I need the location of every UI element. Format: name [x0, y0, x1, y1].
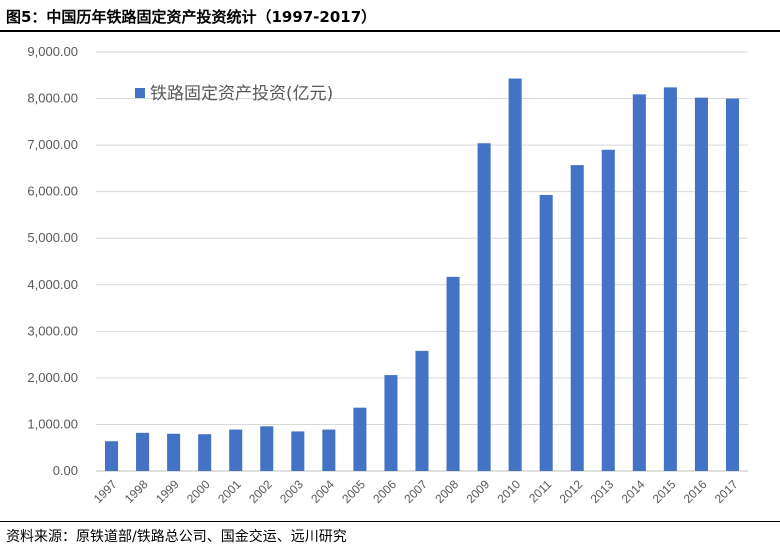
y-tick-label: 5,000.00: [27, 230, 78, 245]
x-tick-label-2008: 2008: [432, 477, 461, 506]
y-tick-label: 3,000.00: [27, 323, 78, 338]
bar-1999: [167, 433, 181, 471]
x-tick-label-2007: 2007: [401, 477, 430, 506]
x-tick-label-2014: 2014: [619, 477, 648, 506]
x-tick-label-2017: 2017: [712, 477, 741, 506]
x-tick-label-2000: 2000: [184, 477, 213, 506]
x-tick-label-1998: 1998: [122, 477, 151, 506]
x-tick-label-2005: 2005: [339, 477, 368, 506]
y-tick-label: 6,000.00: [27, 184, 78, 199]
legend-label: 铁路固定资产投资(亿元): [150, 84, 333, 104]
y-axis-ticks: 0.00 1,000.00 2,000.00 3,000.00 4,000.00 5,00…: [27, 44, 78, 478]
bar-2009: [477, 143, 491, 471]
x-tick-label-2002: 2002: [246, 477, 275, 506]
y-tick-label: 9,000.00: [27, 44, 78, 59]
bar-2007: [415, 350, 429, 471]
bar-2001: [229, 429, 243, 471]
x-tick-label-2011: 2011: [526, 477, 554, 505]
bar-2014: [632, 94, 646, 472]
figure-title: 图5：中国历年铁路固定资产投资统计（1997-2017）: [6, 8, 377, 26]
legend-swatch: [135, 88, 145, 98]
bar-2011: [539, 194, 553, 472]
x-tick-label-2015: 2015: [650, 477, 679, 506]
bar-2000: [198, 434, 212, 471]
bar-2003: [291, 431, 305, 471]
bar-2002: [260, 426, 274, 471]
source-rule: [0, 521, 780, 522]
y-tick-label: 4,000.00: [27, 277, 78, 292]
bar-2008: [446, 276, 460, 471]
bar-2017: [725, 98, 739, 472]
bar-2015: [663, 87, 677, 471]
bar-1998: [136, 432, 150, 471]
bar-chart: 0.00 1,000.00 2,000.00 3,000.00 4,000.00 5,00…: [27, 44, 748, 506]
bars: [105, 78, 739, 472]
x-axis-ticks: 1997 1998 1999 2000 2001 2002 2003 2004 2005 2006…: [91, 477, 741, 506]
y-tick-label: 8,000.00: [27, 91, 78, 106]
bar-2004: [322, 429, 336, 471]
x-tick-label-2012: 2012: [557, 477, 586, 506]
x-tick-label-2009: 2009: [463, 477, 492, 506]
bar-2006: [384, 375, 398, 471]
bar-2005: [353, 407, 367, 471]
y-tick-label: 7,000.00: [27, 137, 78, 152]
x-tick-label-2013: 2013: [588, 477, 617, 506]
legend: 铁路固定资产投资(亿元): [135, 84, 333, 104]
x-tick-label-2016: 2016: [681, 477, 710, 506]
y-tick-label: 2,000.00: [27, 370, 78, 385]
x-tick-label-2003: 2003: [277, 477, 306, 506]
bar-2012: [570, 165, 584, 471]
x-tick-label-1999: 1999: [153, 477, 182, 506]
x-tick-label-2001: 2001: [215, 477, 244, 506]
x-tick-label-2004: 2004: [308, 477, 337, 506]
x-tick-label-2010: 2010: [494, 477, 523, 506]
figure-source: 资料来源：原铁道部/铁路总公司、国金交运、远川研究: [6, 529, 347, 545]
y-tick-label: 1,000.00: [27, 416, 78, 431]
bar-2010: [508, 78, 522, 471]
bar-2016: [694, 97, 708, 471]
bar-2013: [601, 149, 615, 471]
y-tick-label: 0.00: [53, 463, 78, 478]
title-rule: [0, 30, 780, 32]
bar-1997: [105, 441, 119, 471]
x-tick-label-1997: 1997: [91, 477, 120, 506]
x-tick-label-2006: 2006: [370, 477, 399, 506]
